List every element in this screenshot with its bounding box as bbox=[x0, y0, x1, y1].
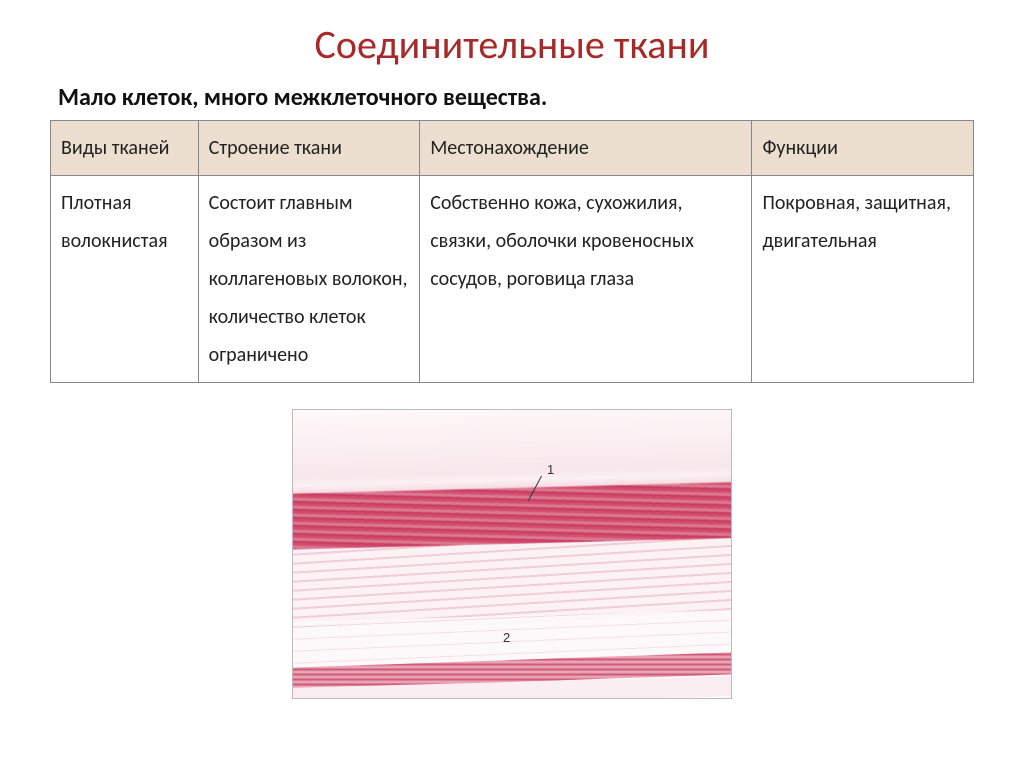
annotation-1: 1 bbox=[547, 462, 554, 477]
histology-micrograph: 1 2 bbox=[292, 409, 732, 699]
table-row: Плотная волокнистая Состоит главным обра… bbox=[51, 176, 974, 383]
col-header-structure: Строение ткани bbox=[198, 121, 420, 176]
micrograph-layers bbox=[293, 410, 731, 698]
tissue-table: Виды тканей Строение ткани Местонахожден… bbox=[50, 120, 974, 383]
cell-function: Покровная, защитная, двигательная bbox=[752, 176, 974, 383]
col-header-function: Функции bbox=[752, 121, 974, 176]
page-title: Соединительные ткани bbox=[50, 20, 974, 69]
cell-structure: Состоит главным образом из коллагеновых … bbox=[198, 176, 420, 383]
subtitle: Мало клеток, много межклеточного веществ… bbox=[58, 83, 974, 112]
table-header-row: Виды тканей Строение ткани Местонахожден… bbox=[51, 121, 974, 176]
cell-type: Плотная волокнистая bbox=[51, 176, 199, 383]
cell-location: Собственно кожа, сухожилия, связки, обол… bbox=[420, 176, 752, 383]
annotation-2: 2 bbox=[503, 630, 510, 645]
col-header-type: Виды тканей bbox=[51, 121, 199, 176]
col-header-location: Местонахождение bbox=[420, 121, 752, 176]
